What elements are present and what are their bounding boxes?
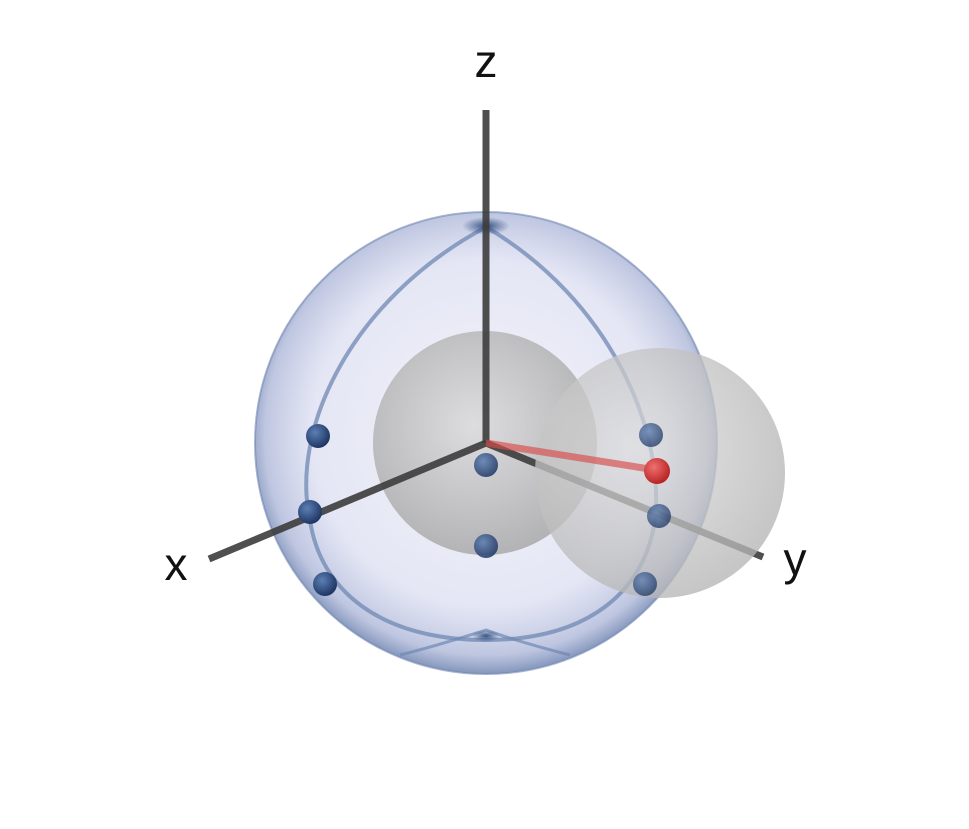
state-vector-tip (644, 458, 670, 484)
state-point (647, 504, 671, 528)
state-point (474, 453, 498, 477)
state-vector (485, 439, 657, 474)
state-point (633, 572, 657, 596)
x-axis-label: x (165, 538, 188, 590)
y-axis-label: y (784, 533, 807, 585)
south-pole-marker (472, 630, 500, 642)
z-axis-label: z (475, 35, 498, 87)
state-point (474, 534, 498, 558)
state-point (306, 424, 330, 448)
x-axis (207, 439, 488, 563)
state-point (313, 572, 337, 596)
state-point (639, 423, 663, 447)
state-point (298, 500, 322, 524)
